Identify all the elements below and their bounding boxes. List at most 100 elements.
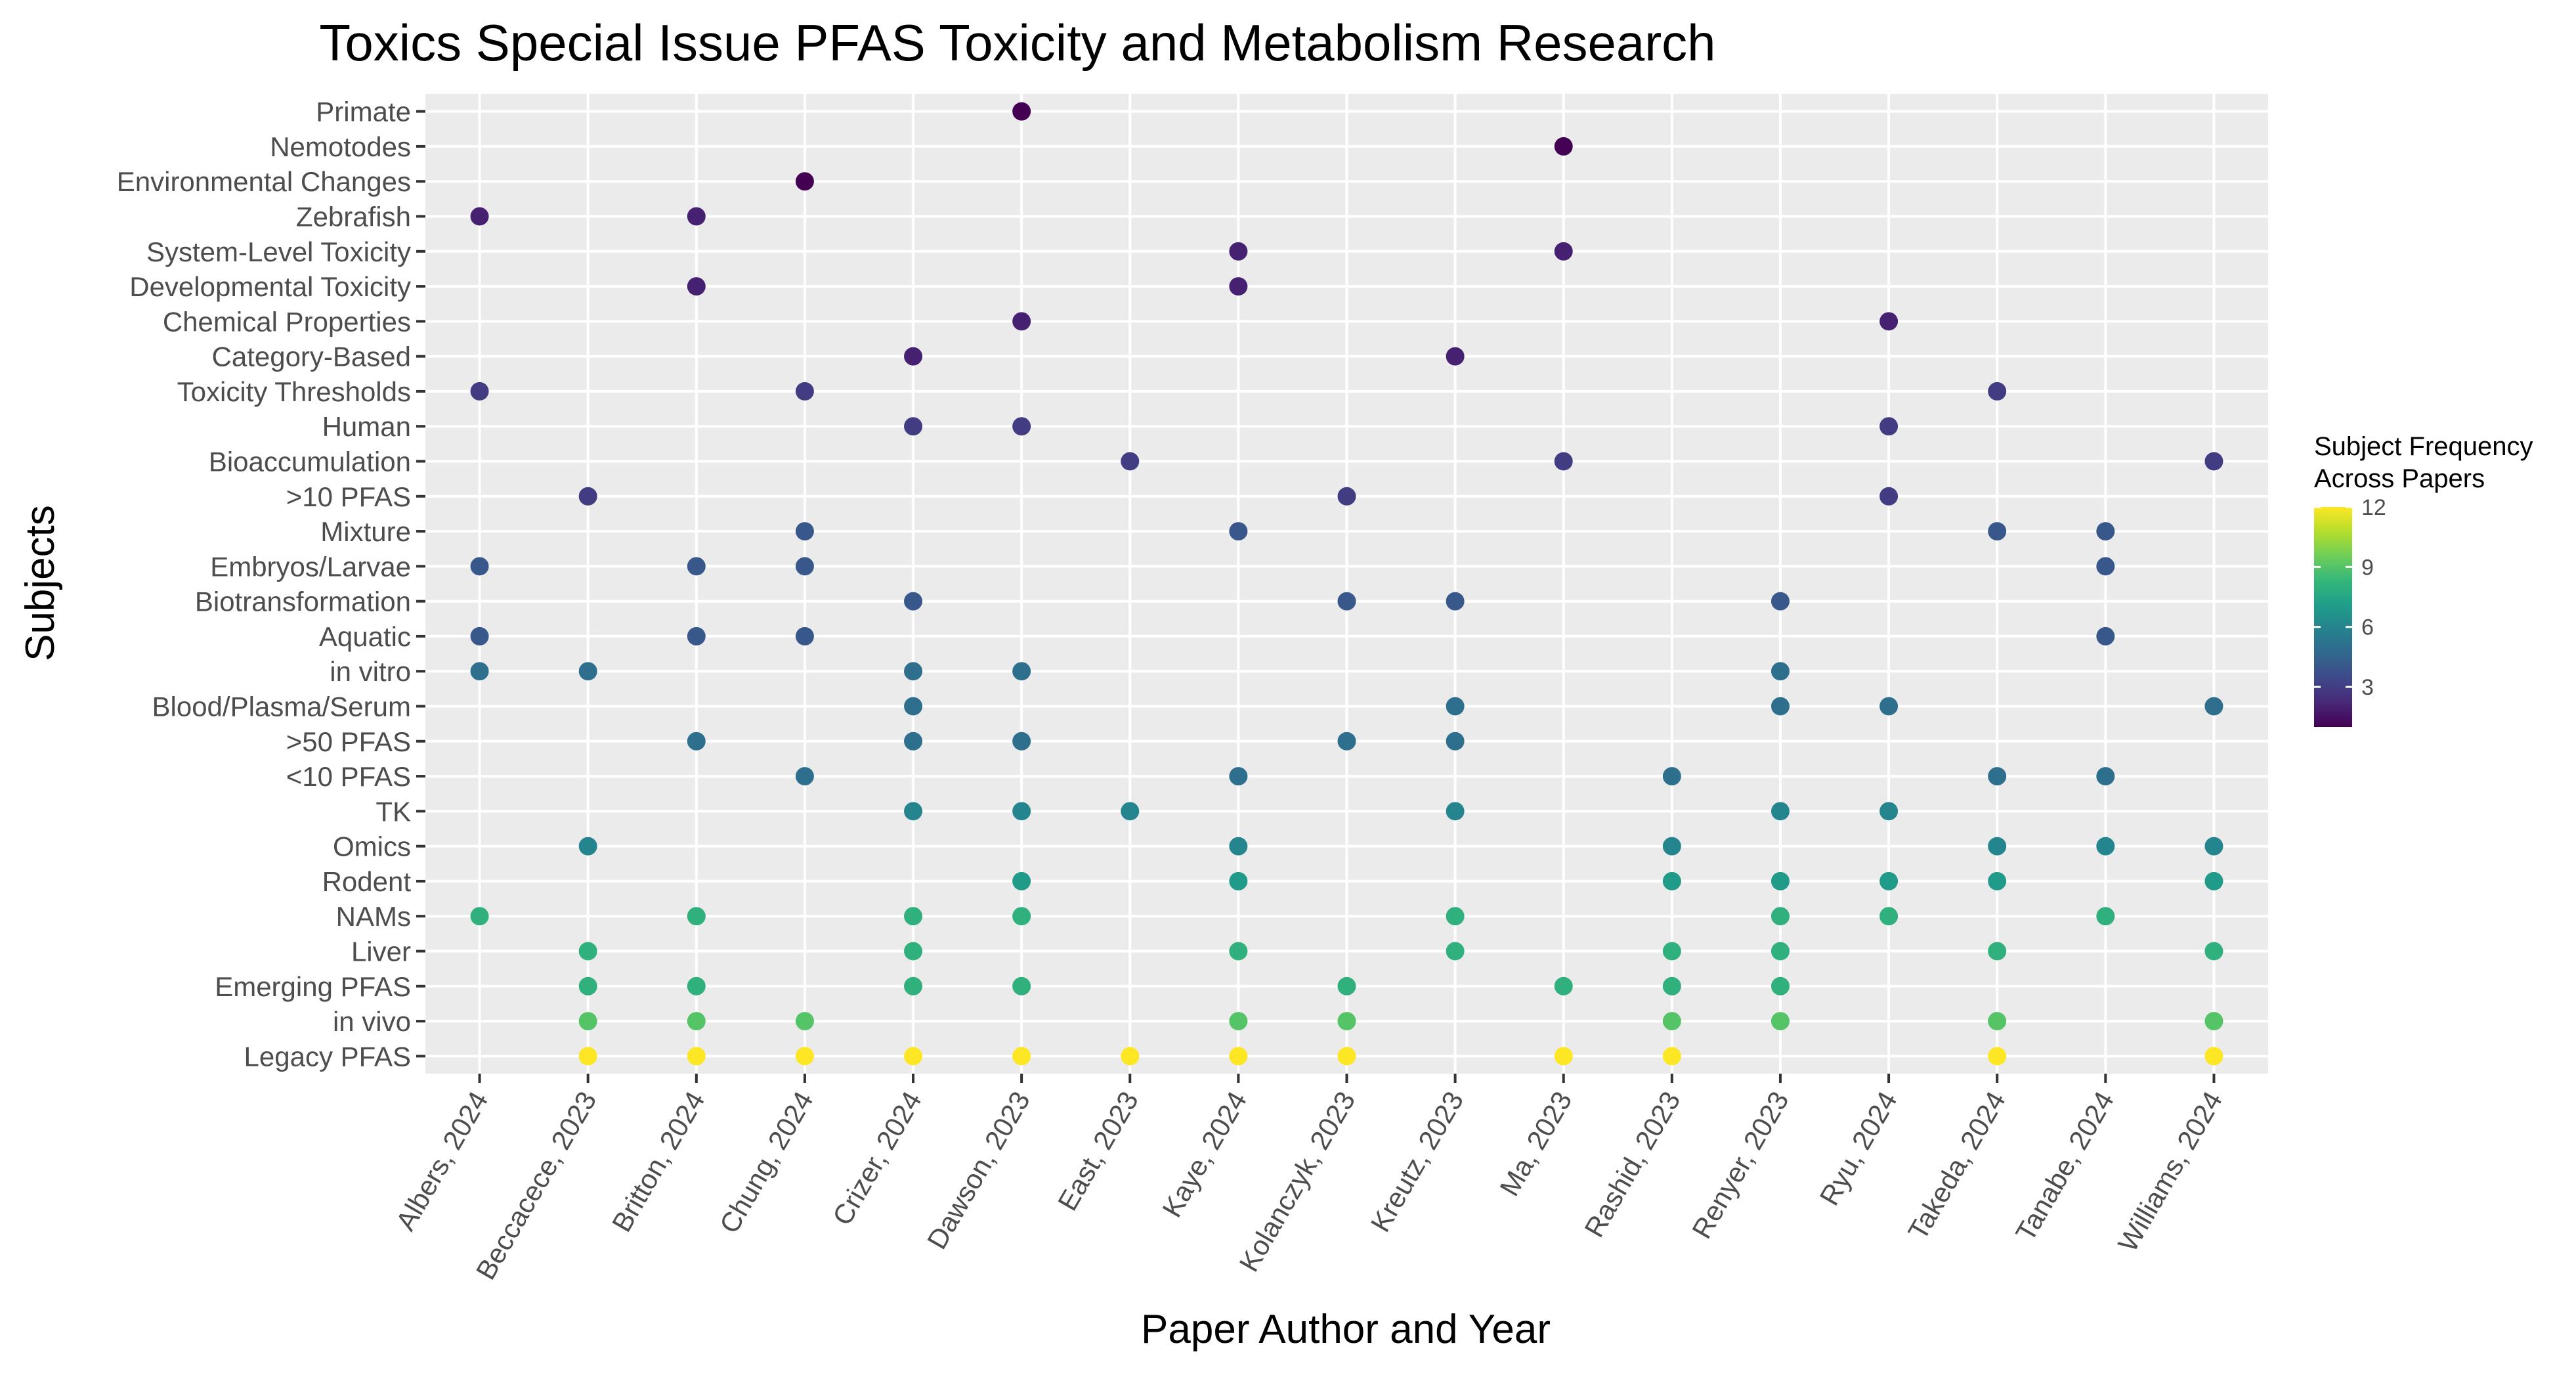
data-point (1988, 837, 2007, 856)
data-point (687, 207, 706, 226)
data-point (1988, 942, 2007, 961)
data-point (1662, 871, 1681, 890)
data-point (1879, 697, 1899, 716)
data-point (1337, 732, 1356, 751)
data-point (1771, 1012, 1790, 1031)
data-point (578, 837, 597, 856)
data-point (2204, 697, 2223, 716)
data-point (1012, 907, 1031, 926)
data-point (578, 1012, 597, 1031)
data-point (1229, 837, 1248, 856)
data-point (1988, 382, 2007, 401)
data-point (1229, 277, 1248, 296)
y-tick-label: Bioaccumulation (209, 447, 411, 477)
data-point (1012, 662, 1031, 681)
data-point (1012, 976, 1031, 996)
x-axis-title: Paper Author and Year (1141, 1307, 1551, 1352)
data-point (1662, 837, 1681, 856)
data-point (2204, 871, 2223, 890)
data-points (470, 102, 2223, 1066)
y-tick-label: in vivo (333, 1006, 411, 1037)
data-point (1662, 1047, 1681, 1066)
data-point (1012, 102, 1031, 121)
data-point (687, 732, 706, 751)
data-point (470, 662, 489, 681)
data-point (1446, 697, 1465, 716)
chart-title: Toxics Special Issue PFAS Toxicity and M… (319, 14, 1715, 72)
data-point (1879, 312, 1899, 331)
data-point (2204, 1012, 2223, 1031)
y-tick-label: Liver (351, 936, 411, 967)
y-tick-label: Human (322, 411, 411, 442)
data-point (1229, 242, 1248, 261)
y-tick-label: Legacy PFAS (244, 1041, 411, 1072)
data-point (2096, 767, 2115, 786)
data-point (1446, 592, 1465, 611)
data-point (904, 907, 923, 926)
data-point (578, 942, 597, 961)
data-point (2096, 557, 2115, 576)
legend-ticks: 12 9 6 3 (2314, 495, 2386, 700)
y-tick-label: Mixture (320, 516, 411, 547)
data-point (795, 522, 814, 541)
data-point (470, 382, 489, 401)
data-point (1337, 976, 1356, 996)
data-point (1879, 802, 1899, 821)
y-tick-label: Chemical Properties (163, 306, 411, 337)
data-point (1012, 312, 1031, 331)
data-point (904, 802, 923, 821)
data-point (1771, 907, 1790, 926)
data-point (1121, 802, 1140, 821)
data-point (2096, 626, 2115, 646)
data-point (687, 1047, 706, 1066)
data-point (687, 557, 706, 576)
data-point (1771, 976, 1790, 996)
data-point (1446, 942, 1465, 961)
y-tick-label: Biotransformation (195, 586, 411, 617)
y-tick-label: in vitro (330, 656, 411, 687)
data-point (1229, 1012, 1248, 1031)
data-point (1554, 976, 1573, 996)
y-tick-label: Aquatic (319, 621, 411, 652)
data-point (687, 907, 706, 926)
y-tick-label: Zebrafish (296, 202, 411, 232)
data-point (470, 557, 489, 576)
data-point (1229, 522, 1248, 541)
data-point (904, 417, 923, 436)
data-point (687, 277, 706, 296)
data-point (795, 1047, 814, 1066)
legend-title-line1: Subject Frequency (2314, 432, 2533, 461)
data-point (1121, 452, 1140, 471)
data-point (1012, 802, 1031, 821)
data-point (904, 732, 923, 751)
data-point (1879, 871, 1899, 890)
data-point (687, 1012, 706, 1031)
data-point (1337, 1012, 1356, 1031)
y-tick-label: System-Level Toxicity (146, 236, 411, 267)
data-point (1662, 767, 1681, 786)
data-point (795, 172, 814, 191)
data-point (1554, 137, 1573, 156)
data-point (1337, 487, 1356, 506)
data-point (470, 207, 489, 226)
y-tick-label: <10 PFAS (286, 761, 411, 792)
data-point (1662, 976, 1681, 996)
data-point (1229, 871, 1248, 890)
data-point (1879, 907, 1899, 926)
data-point (1337, 1047, 1356, 1066)
data-point (2204, 942, 2223, 961)
data-point (1229, 1047, 1248, 1066)
data-point (1446, 907, 1465, 926)
data-point (1988, 522, 2007, 541)
y-tick-label: TK (376, 796, 411, 827)
data-point (1879, 417, 1899, 436)
data-point (795, 767, 814, 786)
y-tick-label: Developmental Toxicity (129, 271, 411, 302)
data-point (578, 662, 597, 681)
y-axis-title: Subjects (18, 505, 63, 661)
y-tick-label: Rodent (322, 866, 412, 897)
data-point (578, 976, 597, 996)
data-point (1771, 942, 1790, 961)
